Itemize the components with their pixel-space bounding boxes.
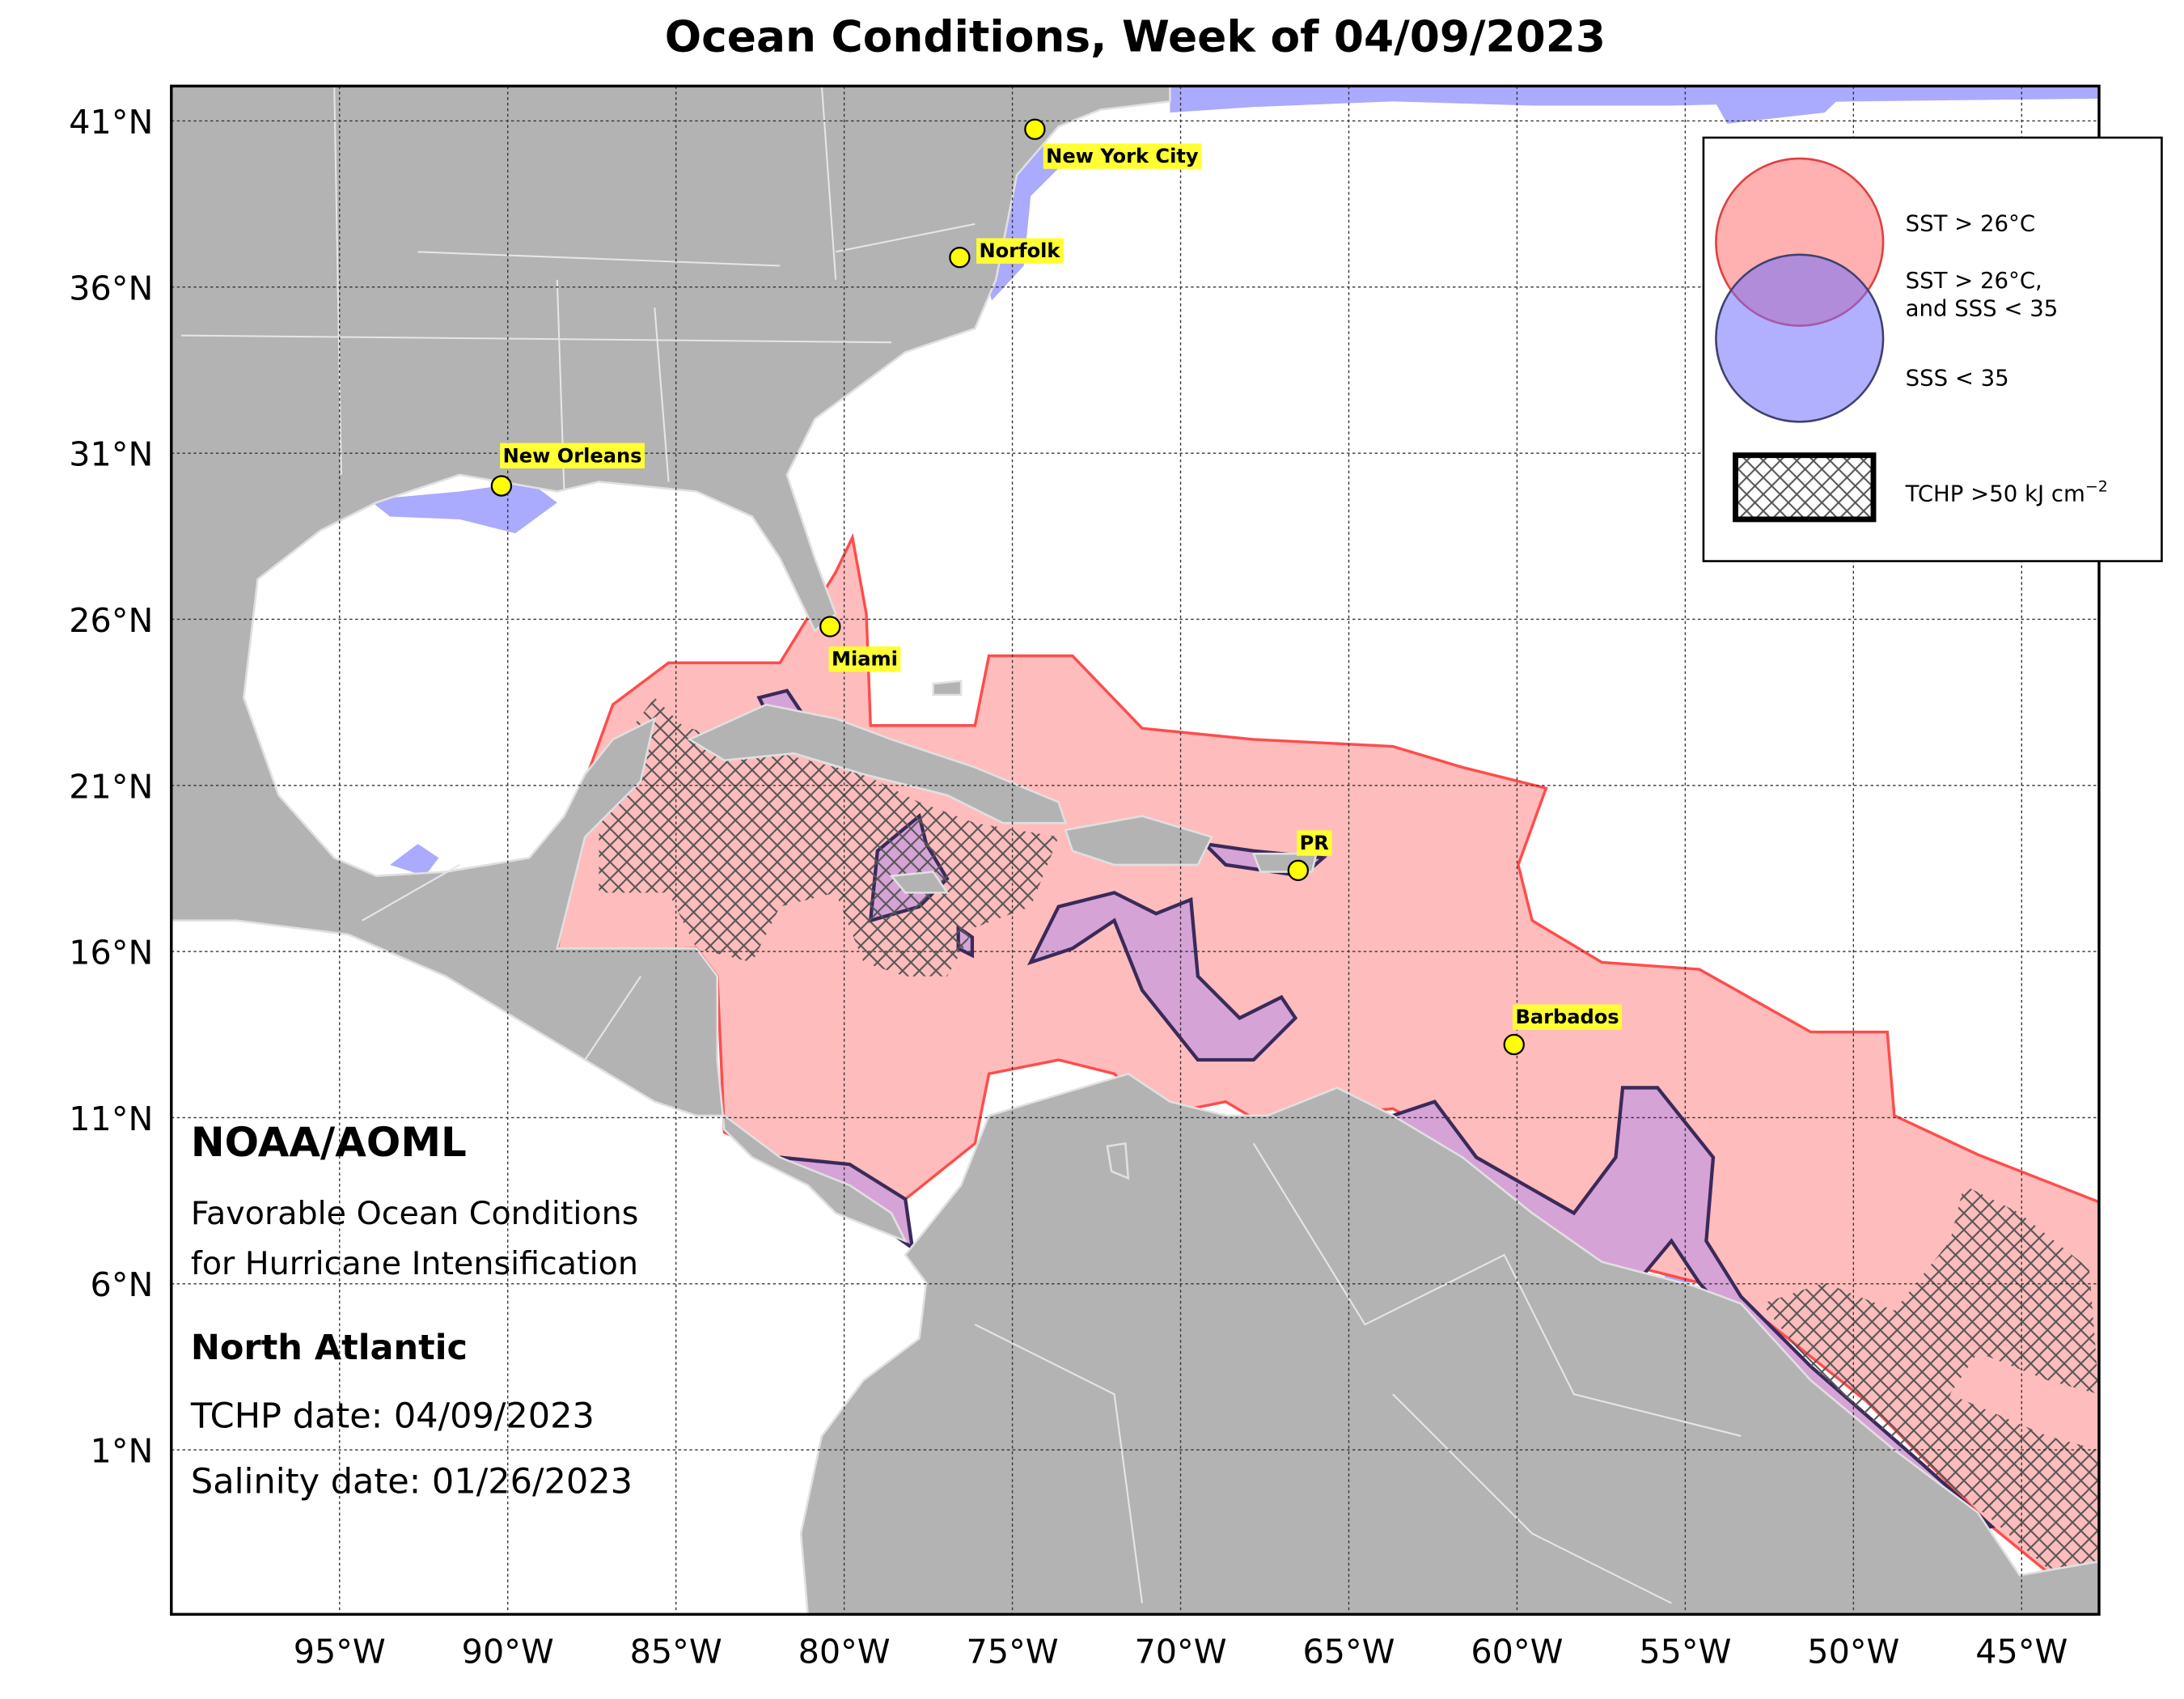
shape <box>1106 1142 1130 1180</box>
lon-label: 65°W <box>1302 1633 1395 1671</box>
shape <box>1064 815 1213 866</box>
city-label: New York City <box>1046 145 1199 167</box>
shape <box>889 871 950 894</box>
city-marker <box>819 616 841 638</box>
city-marker <box>1503 1033 1525 1056</box>
subtitle-line: Favorable Ocean Conditions <box>191 1195 638 1232</box>
tchp-area <box>599 697 2099 1569</box>
city-label: Miami <box>832 648 898 671</box>
legend-label: SSS < 35 <box>1906 366 2009 392</box>
region-label: North Atlantic <box>191 1328 468 1368</box>
lon-label: 85°W <box>630 1633 722 1671</box>
city-label-bg <box>828 646 901 672</box>
legend-superscript: −2 <box>2085 477 2108 495</box>
lat-label: 6°N <box>91 1265 154 1304</box>
graticule <box>171 86 2099 1615</box>
lon-label: 90°W <box>462 1633 554 1671</box>
salinity-date: Salinity date: 01/26/2023 <box>191 1462 633 1502</box>
lat-label: 21°N <box>69 767 153 806</box>
lon-label: 50°W <box>1807 1633 1899 1671</box>
city-label-bg <box>1043 143 1202 169</box>
map-frame <box>170 84 2101 1616</box>
annotation: NOAA/AOML Favorable Ocean Conditions for… <box>190 1119 638 1502</box>
lon-label: 45°W <box>1975 1633 2068 1671</box>
lon-label: 70°W <box>1134 1633 1226 1671</box>
legend: SST > 26°C SST > 26°C, and SSS < 35 SSS … <box>1702 136 2163 562</box>
city-marker <box>949 247 971 269</box>
lat-label: 26°N <box>69 601 153 640</box>
shape <box>180 86 1742 1604</box>
city-marker <box>1024 118 1046 140</box>
cities: New York City Norfolk New Orleans Miami PR Ba… <box>490 118 1623 1056</box>
legend-label: and SSS < 35 <box>1906 295 2059 321</box>
lon-label: 75°W <box>967 1633 1059 1671</box>
lat-label: 1°N <box>91 1432 154 1471</box>
city-label-bg <box>1297 830 1332 856</box>
shape <box>171 86 1171 1244</box>
lat-label: 11°N <box>69 1099 153 1138</box>
shape <box>369 481 557 534</box>
city-marker <box>490 475 513 497</box>
shape <box>1706 86 1853 124</box>
lat-label: 31°N <box>69 435 153 474</box>
axis-labels: 95°W 90°W 85°W 80°W 75°W 70°W 65°W 60°W 55°W 50°W… <box>69 103 2068 1671</box>
map-title: Ocean Conditions, Week of 04/09/2023 <box>665 11 1606 61</box>
shape <box>1762 1184 2099 1569</box>
lat-label: 36°N <box>69 269 153 307</box>
shape <box>932 680 963 697</box>
city-label: Norfolk <box>980 239 1061 262</box>
city-marker <box>1287 859 1310 882</box>
city-label-bg <box>976 238 1064 264</box>
city-label: Barbados <box>1515 1006 1619 1028</box>
legend-text: TCHP >50 kJ cm <box>1905 481 2085 507</box>
lat-label: 16°N <box>69 934 153 972</box>
legend-label: TCHP >50 kJ cm−2 <box>1905 477 2108 506</box>
lat-label: 41°N <box>69 103 153 142</box>
legend-label: SST > 26°C <box>1906 210 2035 236</box>
city-label: New Orleans <box>503 444 642 467</box>
shape <box>1026 891 1298 1062</box>
legend-label: SST > 26°C, <box>1906 268 2042 294</box>
city-label-bg <box>1513 1004 1623 1030</box>
legend-sss-swatch <box>1715 253 1885 423</box>
shape <box>599 697 1059 977</box>
shape <box>390 844 439 876</box>
shape <box>1170 86 2099 113</box>
legend-tchp-swatch <box>1733 452 1877 523</box>
org-label: NOAA/AOML <box>191 1119 467 1166</box>
lon-label: 95°W <box>294 1633 386 1671</box>
lon-label: 80°W <box>798 1633 891 1671</box>
lon-label: 55°W <box>1639 1633 1731 1671</box>
borders <box>180 86 1742 1604</box>
city-label: PR <box>1300 832 1330 854</box>
tchp-date: TCHP date: 04/09/2023 <box>190 1396 595 1437</box>
lon-label: 60°W <box>1471 1633 1563 1671</box>
city-label-bg <box>500 443 645 469</box>
subtitle-line: for Hurricane Intensification <box>191 1245 638 1282</box>
shape <box>687 703 1068 824</box>
